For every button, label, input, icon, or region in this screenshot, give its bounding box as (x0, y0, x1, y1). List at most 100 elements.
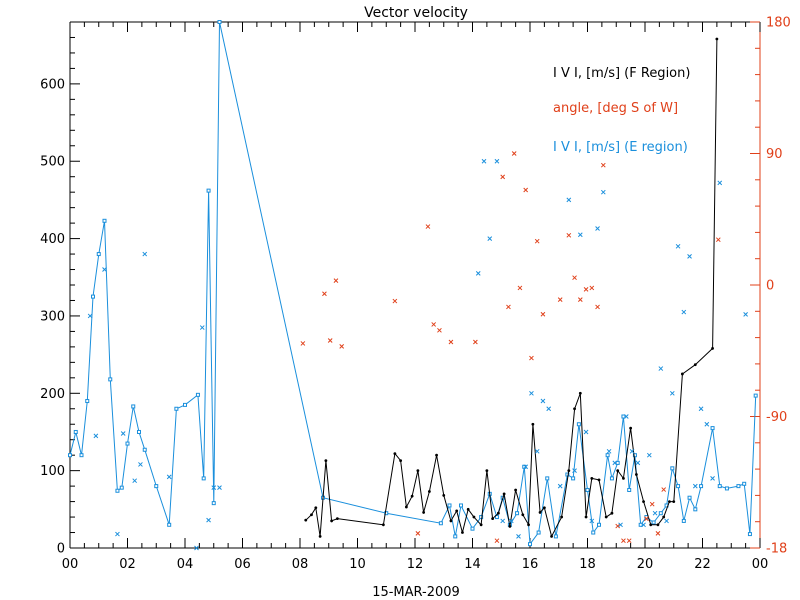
data-point (427, 490, 431, 493)
data-point (327, 338, 333, 343)
data-point (591, 530, 596, 535)
data-point (557, 483, 563, 489)
data-point (449, 519, 453, 523)
data-point (623, 414, 629, 419)
data-point (447, 503, 452, 508)
data-point (466, 507, 470, 511)
x-tick-label: 06 (234, 557, 251, 572)
data-point (629, 448, 635, 454)
data-point (662, 515, 666, 519)
series-i-v-i-m-s-e-region-scatter (87, 158, 748, 551)
data-point (651, 520, 656, 525)
data-point (540, 311, 546, 317)
data-point (584, 515, 588, 519)
data-point (724, 486, 729, 491)
data-point (491, 517, 495, 521)
data-point (384, 511, 389, 516)
data-point (511, 151, 517, 156)
data-point (661, 487, 667, 492)
data-point (656, 523, 660, 527)
data-point (572, 468, 577, 474)
data-point (96, 252, 101, 257)
data-point (523, 464, 529, 470)
right-tick-label: 0 (766, 279, 774, 294)
data-point (615, 460, 620, 465)
x-tick-label: 22 (694, 557, 711, 572)
data-point (108, 377, 113, 382)
right-tick-label: 90 (766, 147, 783, 162)
data-point (646, 452, 652, 458)
data-point (494, 538, 500, 544)
data-point (431, 322, 437, 327)
data-point (154, 484, 159, 489)
data-point (736, 484, 741, 489)
data-point (195, 392, 200, 397)
data-point (699, 484, 704, 489)
data-point (68, 453, 72, 458)
data-point (609, 476, 614, 481)
data-point (604, 515, 608, 519)
data-point (514, 488, 518, 492)
data-point (494, 515, 499, 520)
data-point (612, 460, 618, 466)
data-point (641, 522, 646, 528)
data-point (138, 462, 143, 467)
data-point (743, 312, 748, 317)
data-point (597, 478, 601, 482)
data-point (206, 517, 211, 523)
data-point (479, 515, 484, 520)
data-point (627, 487, 632, 492)
series-i-v-i-m-s-e-region (68, 20, 758, 547)
x-tick-label: 12 (407, 557, 424, 572)
data-point (642, 500, 645, 503)
data-point (119, 485, 124, 490)
data-point (638, 522, 643, 527)
legend: I V I, [m/s] (F Region) angle, [deg S of … (553, 66, 690, 155)
data-point (649, 501, 655, 507)
data-point (183, 402, 187, 407)
data-point (102, 267, 107, 272)
data-point (330, 519, 334, 523)
data-point (655, 531, 661, 536)
x-tick-label: 00 (62, 557, 79, 572)
data-point (167, 522, 172, 527)
data-point (590, 476, 594, 480)
data-point (120, 431, 126, 436)
data-point (589, 518, 595, 524)
data-point (217, 485, 222, 491)
data-point (610, 511, 614, 515)
data-point (304, 518, 308, 522)
data-point (571, 476, 576, 481)
data-point (577, 297, 583, 302)
series-angle-deg-s-of-w (300, 151, 721, 544)
data-point (206, 188, 211, 193)
data-point (211, 501, 216, 506)
data-point (115, 531, 120, 537)
data-point (542, 506, 546, 510)
left-tick-label: 500 (40, 155, 65, 170)
data-point (194, 545, 199, 551)
data-point (422, 511, 426, 514)
x-tick-label: 04 (177, 557, 194, 572)
x-tick-label: 18 (579, 557, 596, 572)
data-point (528, 542, 532, 547)
data-point (687, 254, 692, 259)
data-point (335, 517, 339, 521)
data-point (538, 511, 542, 514)
data-point (629, 426, 633, 430)
data-point (557, 297, 563, 302)
data-point (438, 521, 443, 526)
data-point (606, 448, 612, 454)
data-point (693, 507, 698, 512)
data-point (692, 483, 698, 489)
left-tick-label: 600 (40, 77, 65, 92)
data-point (717, 484, 722, 489)
data-point (632, 453, 637, 458)
data-point (494, 158, 500, 164)
data-point (102, 218, 107, 223)
data-point (545, 476, 550, 481)
data-point (93, 433, 99, 439)
data-point (715, 37, 719, 41)
data-point (91, 294, 95, 299)
data-point (324, 459, 328, 462)
